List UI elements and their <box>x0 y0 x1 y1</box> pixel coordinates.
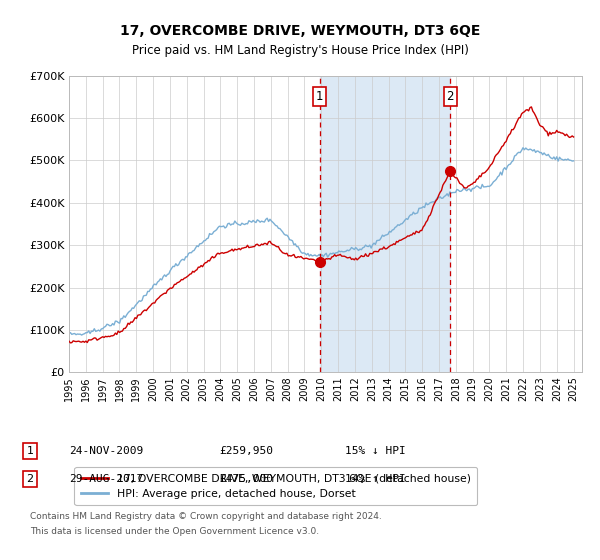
Text: This data is licensed under the Open Government Licence v3.0.: This data is licensed under the Open Gov… <box>30 528 319 536</box>
Text: 1: 1 <box>26 446 34 456</box>
Legend: 17, OVERCOMBE DRIVE, WEYMOUTH, DT3 6QE (detached house), HPI: Average price, det: 17, OVERCOMBE DRIVE, WEYMOUTH, DT3 6QE (… <box>74 467 477 505</box>
Text: £259,950: £259,950 <box>219 446 273 456</box>
Text: Price paid vs. HM Land Registry's House Price Index (HPI): Price paid vs. HM Land Registry's House … <box>131 44 469 57</box>
Text: 2: 2 <box>446 90 454 103</box>
Text: 1: 1 <box>316 90 323 103</box>
Text: 24-NOV-2009: 24-NOV-2009 <box>69 446 143 456</box>
Text: 14% ↑ HPI: 14% ↑ HPI <box>345 474 406 484</box>
Text: 17, OVERCOMBE DRIVE, WEYMOUTH, DT3 6QE: 17, OVERCOMBE DRIVE, WEYMOUTH, DT3 6QE <box>120 24 480 38</box>
Text: £475,000: £475,000 <box>219 474 273 484</box>
Bar <box>320 76 451 372</box>
Text: Contains HM Land Registry data © Crown copyright and database right 2024.: Contains HM Land Registry data © Crown c… <box>30 512 382 521</box>
Text: 2: 2 <box>26 474 34 484</box>
Text: 29-AUG-2017: 29-AUG-2017 <box>69 474 143 484</box>
Text: 15% ↓ HPI: 15% ↓ HPI <box>345 446 406 456</box>
